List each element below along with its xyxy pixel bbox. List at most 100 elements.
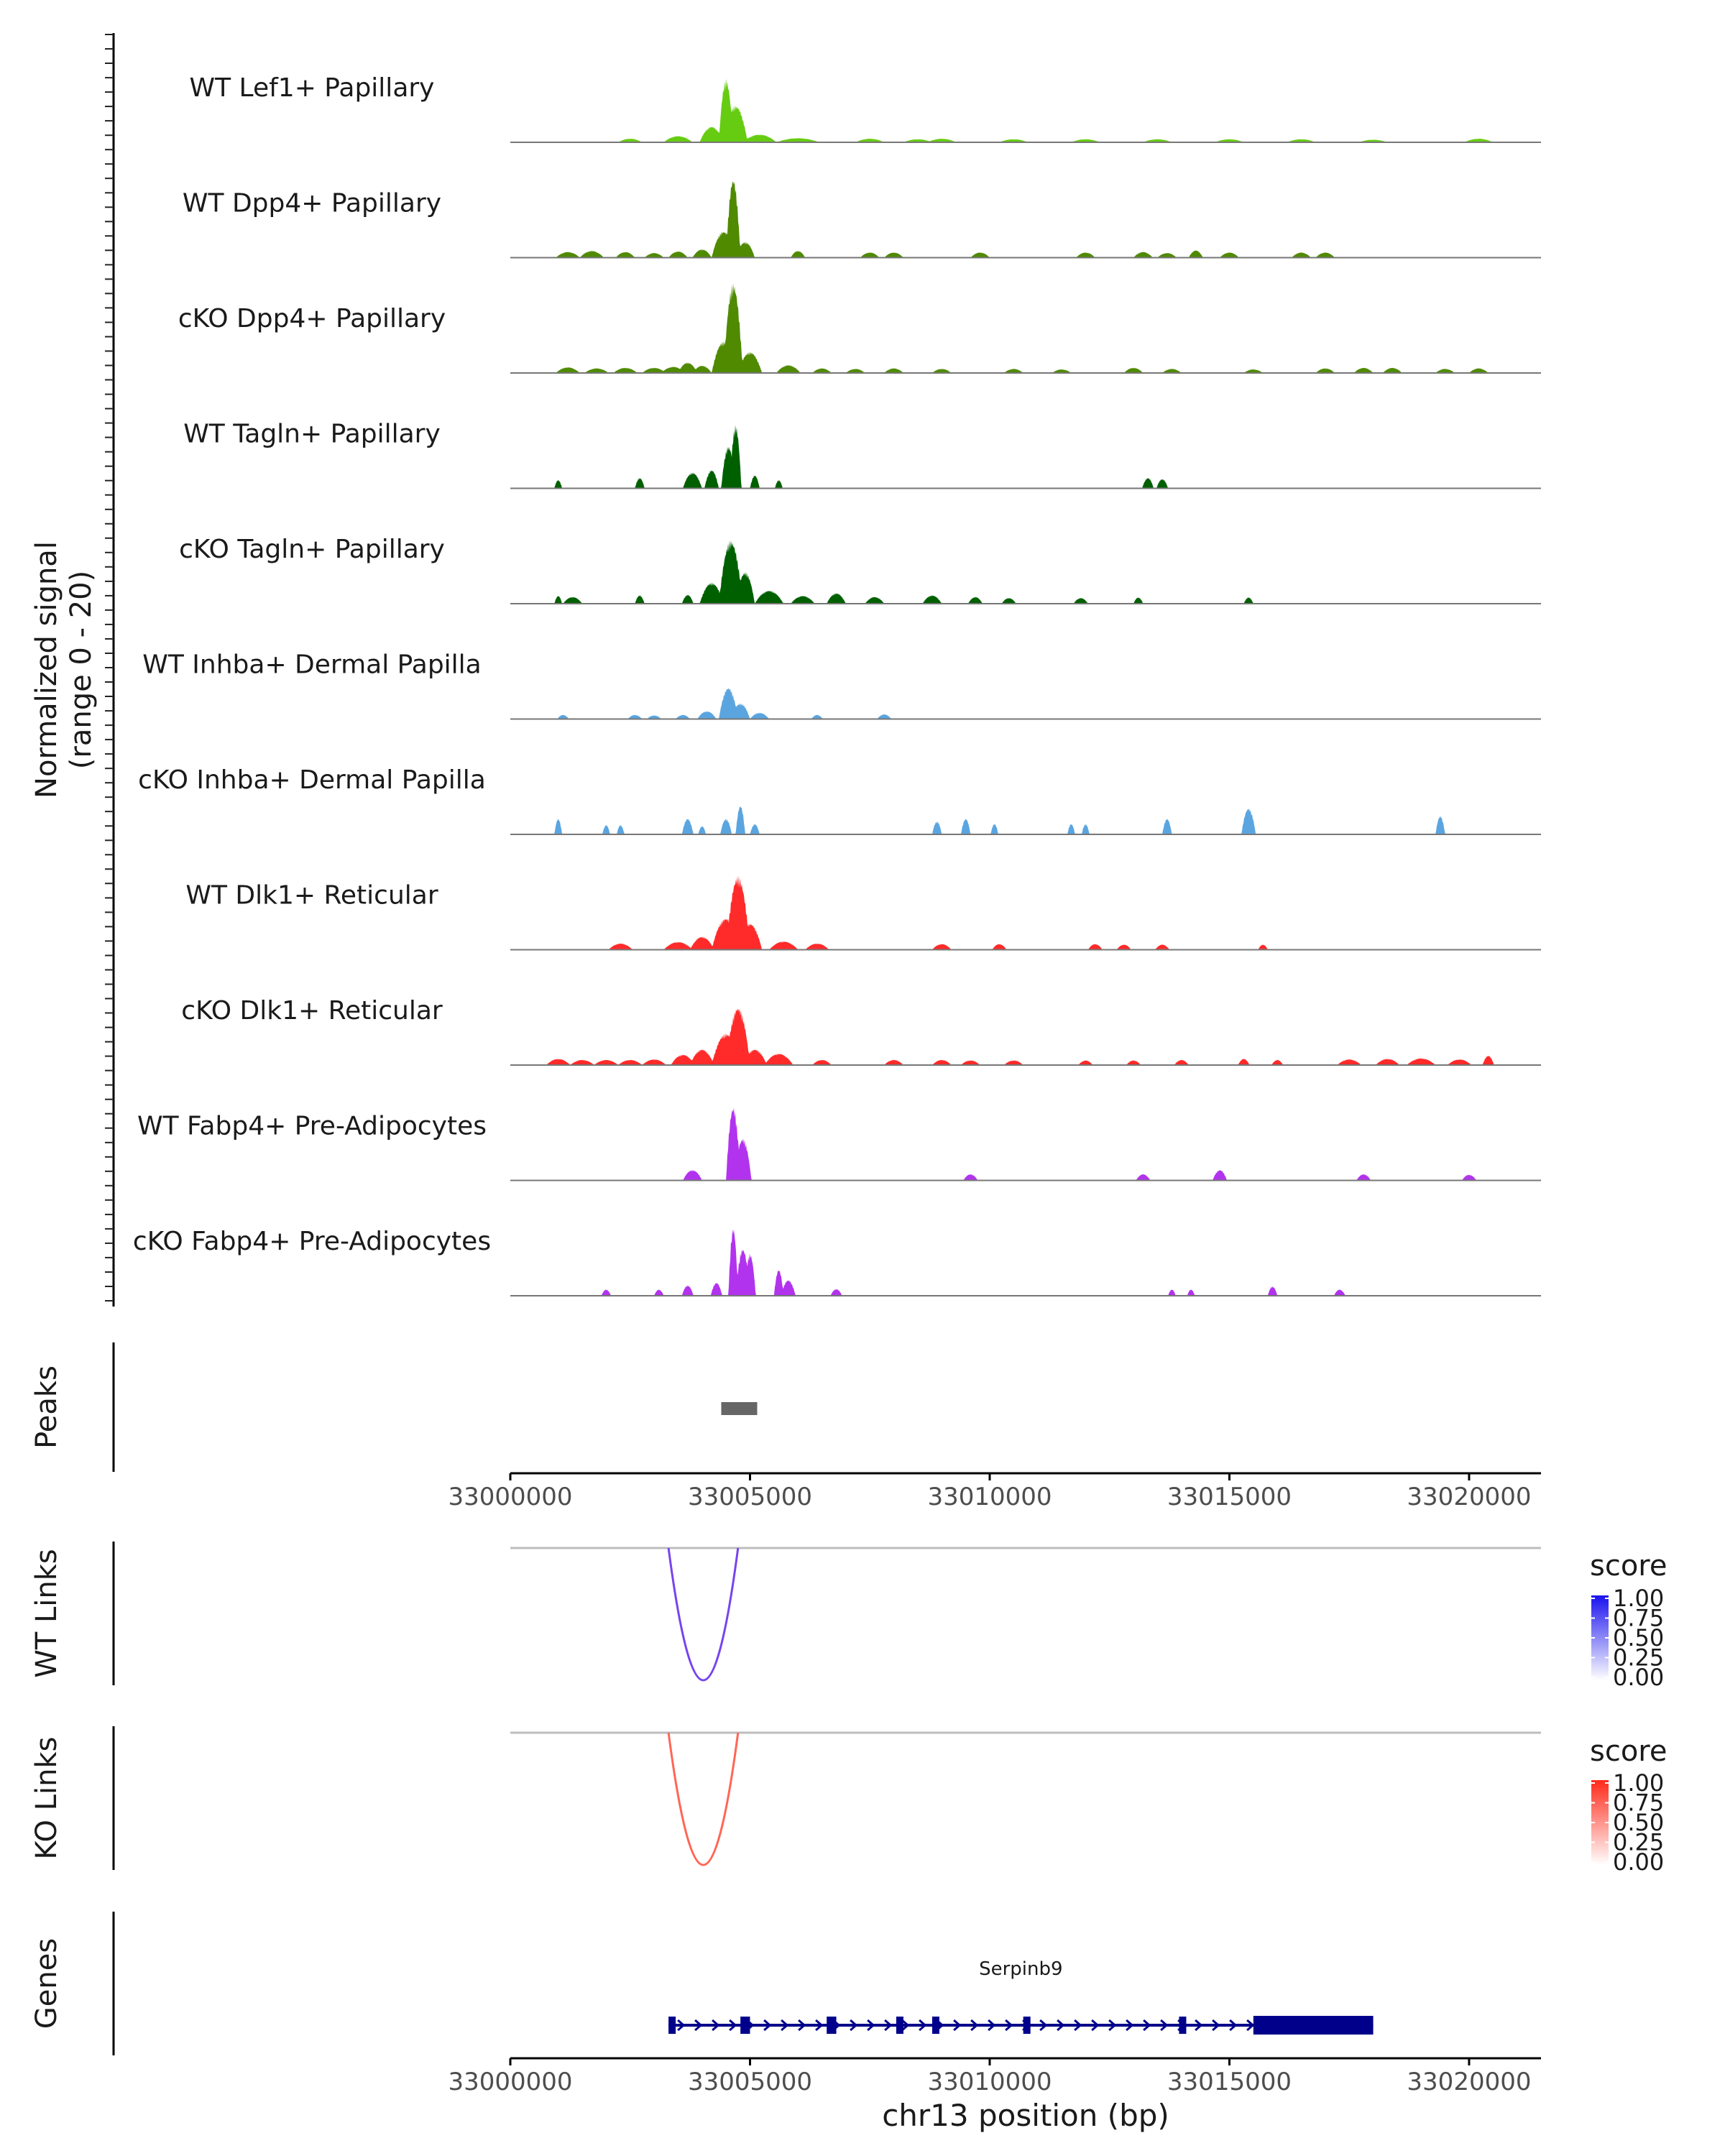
peaks-panel: Peaks 33000000 33005000 33010000 33015000 33… xyxy=(30,1342,1541,1511)
strand-arrow xyxy=(781,2019,789,2032)
coverage-track-cko-inhba-dermal-papilla: cKO Inhba+ Dermal Papilla xyxy=(138,765,1541,835)
ko-legend-title: score xyxy=(1590,1735,1667,1768)
x-tick-label: 33010000 xyxy=(927,1483,1052,1511)
strand-arrow xyxy=(1005,2019,1013,2032)
wt-links-panel: WT Links score 1.000.750.500.250.00 xyxy=(30,1542,1667,1691)
coverage-track-wt-fabp4-pre-adipocytes: WT Fabp4+ Pre-Adipocytes xyxy=(137,1107,1541,1181)
wt-links-legend: score 1.000.750.500.250.00 xyxy=(1590,1549,1667,1691)
coverage-y-ticks xyxy=(105,34,114,1302)
wt-links xyxy=(510,1547,1541,1682)
strand-arrow xyxy=(884,2019,893,2032)
coverage-track-wt-dpp4-papillary: WT Dpp4+ Papillary xyxy=(183,181,1541,259)
coverage-track-cko-tagln-papillary: cKO Tagln+ Papillary xyxy=(179,535,1541,604)
genes-track-label: Genes xyxy=(30,1938,63,2029)
x-axis-title: chr13 position (bp) xyxy=(882,2098,1169,2133)
legend-tick-label: 0.00 xyxy=(1613,1848,1664,1876)
link-arc xyxy=(667,1732,740,1866)
strand-arrow xyxy=(1039,2019,1048,2032)
x-tick-label: 33015000 xyxy=(1167,2068,1292,2096)
gene-exon xyxy=(740,2017,750,2034)
strand-arrow xyxy=(815,2019,824,2032)
coverage-track-wt-dlk1-reticular: WT Dlk1+ Reticular xyxy=(185,875,1541,951)
gene-exon xyxy=(827,2017,837,2034)
gene-exon xyxy=(1179,2017,1187,2034)
legend-tick-label: 1.00 xyxy=(1613,1769,1664,1797)
link-arc xyxy=(667,1547,740,1682)
coverage-track-label: WT Lef1+ Papillary xyxy=(190,73,435,103)
coverage-track-label: cKO Tagln+ Papillary xyxy=(179,535,445,564)
strand-arrow xyxy=(867,2019,875,2032)
gene-name-label: Serpinb9 xyxy=(979,1958,1062,1980)
strand-arrow xyxy=(1126,2019,1134,2032)
x-tick-label: 33020000 xyxy=(1407,1483,1531,1511)
ko-links xyxy=(510,1731,1541,1866)
strand-arrow xyxy=(1246,2019,1255,2032)
strand-arrow xyxy=(1212,2019,1220,2032)
legend-tick-label: 0.75 xyxy=(1613,1605,1664,1632)
strand-arrow xyxy=(1143,2019,1151,2032)
legend-tick-label: 0.25 xyxy=(1613,1644,1664,1672)
legend-tick-label: 1.00 xyxy=(1613,1585,1664,1612)
legend-tick-label: 0.00 xyxy=(1613,1664,1664,1691)
strand-arrow xyxy=(798,2019,806,2032)
strand-arrow xyxy=(1160,2019,1169,2032)
wt-links-track-label: WT Links xyxy=(30,1549,63,1677)
coverage-track-wt-lef1-papillary: WT Lef1+ Papillary xyxy=(190,73,1541,143)
x-tick-label: 33010000 xyxy=(927,2068,1052,2096)
coverage-track-label: cKO Dlk1+ Reticular xyxy=(181,996,443,1026)
coverage-panel: Normalized signal (range 0 - 20) WT Lef1… xyxy=(30,33,1541,1307)
coverage-y-label-range: (range 0 - 20) xyxy=(65,571,98,769)
coverage-track-wt-tagln-papillary: WT Tagln+ Papillary xyxy=(183,420,1541,489)
ko-legend-scale: 1.000.750.500.250.00 xyxy=(1591,1769,1664,1876)
gene-models: Serpinb9 xyxy=(668,1958,1374,2035)
peaks-track-label: Peaks xyxy=(30,1365,63,1449)
x-tick-label: 33005000 xyxy=(688,1483,812,1511)
strand-arrow xyxy=(1091,2019,1100,2032)
wt-legend-title: score xyxy=(1590,1549,1667,1583)
x-tick-label: 33005000 xyxy=(688,2068,812,2096)
strand-arrow xyxy=(953,2019,962,2032)
strand-arrow xyxy=(919,2019,927,2032)
peak-regions xyxy=(721,1402,758,1415)
strand-arrow xyxy=(970,2019,979,2032)
coverage-track-label: cKO Fabp4+ Pre-Adipocytes xyxy=(133,1227,491,1256)
gene-exon xyxy=(668,2017,676,2034)
strand-arrow xyxy=(901,2019,910,2032)
gene-exon xyxy=(932,2017,939,2034)
coverage-track-label: WT Inhba+ Dermal Papilla xyxy=(142,650,481,680)
strand-arrow xyxy=(729,2019,737,2032)
gene-exon xyxy=(896,2017,903,2034)
ko-links-track-label: KO Links xyxy=(30,1737,63,1860)
strand-arrow xyxy=(1229,2019,1238,2032)
legend-tick-label: 0.25 xyxy=(1613,1829,1664,1856)
strand-arrow xyxy=(1108,2019,1117,2032)
strand-arrow xyxy=(694,2019,703,2032)
gene-exon xyxy=(1253,2016,1374,2035)
strand-arrow xyxy=(988,2019,996,2032)
strand-arrow xyxy=(1057,2019,1065,2032)
ko-links-panel: KO Links score 1.000.750.500.250.00 xyxy=(30,1726,1667,1876)
coverage-track-label: WT Dpp4+ Papillary xyxy=(183,189,441,218)
coverage-track-label: WT Dlk1+ Reticular xyxy=(185,881,438,911)
legend-tick-label: 0.75 xyxy=(1613,1789,1664,1817)
gene-exon xyxy=(1023,2017,1031,2034)
strand-arrow xyxy=(1074,2019,1082,2032)
ko-links-legend: score 1.000.750.500.250.00 xyxy=(1590,1735,1667,1876)
coverage-track-label: cKO Dpp4+ Papillary xyxy=(178,304,446,333)
strand-arrow xyxy=(1195,2019,1203,2032)
strand-arrow xyxy=(677,2019,686,2032)
coverage-area-cko-inhba-dermal-papilla xyxy=(510,806,1541,834)
strand-arrow xyxy=(712,2019,720,2032)
genes-panel: Genes Serpinb9 33000000 33005000 33010000 3… xyxy=(30,1912,1541,2133)
x-axis-top: 33000000 33005000 33010000 33015000 33020000 xyxy=(448,1473,1531,1511)
wt-legend-scale: 1.000.750.500.250.00 xyxy=(1591,1585,1664,1691)
legend-tick-label: 0.50 xyxy=(1613,1809,1664,1836)
coverage-track-label: cKO Inhba+ Dermal Papilla xyxy=(138,765,486,795)
coverage-track-cko-dpp4-papillary: cKO Dpp4+ Papillary xyxy=(178,283,1541,374)
x-tick-label: 33015000 xyxy=(1167,1483,1292,1511)
strand-arrow xyxy=(763,2019,772,2032)
coverage-track-label: WT Tagln+ Papillary xyxy=(183,420,441,449)
peak-region xyxy=(721,1402,758,1415)
coverage-track-label: WT Fabp4+ Pre-Adipocytes xyxy=(137,1112,487,1141)
coverage-track-cko-dlk1-reticular: cKO Dlk1+ Reticular xyxy=(181,996,1541,1066)
